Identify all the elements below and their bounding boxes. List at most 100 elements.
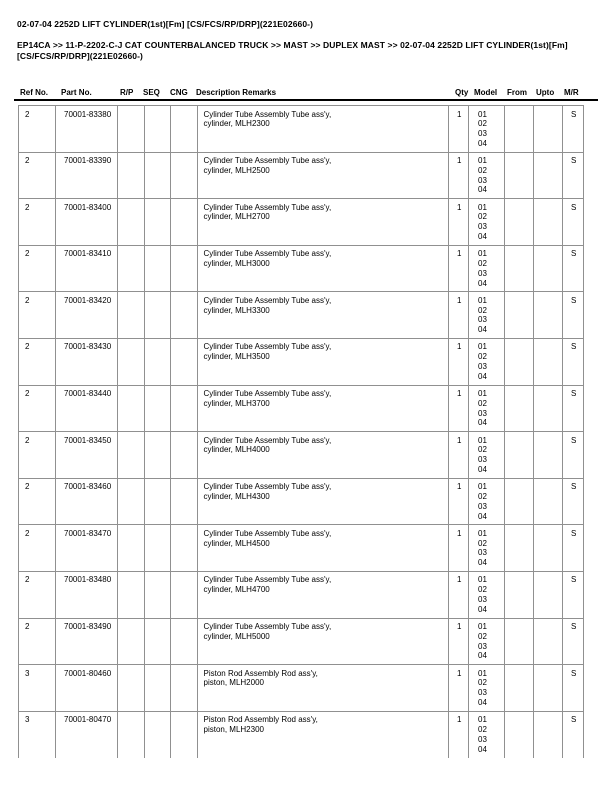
cell-ref-no: 3 bbox=[19, 665, 56, 712]
cell-upto bbox=[534, 199, 563, 246]
cell-ref-no: 3 bbox=[19, 711, 56, 759]
cell-mr: S bbox=[563, 338, 584, 386]
cell-cng bbox=[171, 106, 198, 153]
cell-upto bbox=[534, 711, 563, 759]
cell-model: 01 02 03 04 bbox=[469, 711, 505, 759]
cell-ref-no: 2 bbox=[19, 292, 56, 339]
cell-cng bbox=[171, 525, 198, 572]
cell-qty: 1 bbox=[449, 711, 469, 759]
cell-cng bbox=[171, 245, 198, 293]
cell-mr: S bbox=[563, 432, 584, 479]
cell-part-no: 70001-83440 bbox=[56, 385, 118, 433]
cell-cng bbox=[171, 152, 198, 200]
cell-qty: 1 bbox=[449, 385, 469, 433]
cell-cng bbox=[171, 338, 198, 386]
cell-cng bbox=[171, 385, 198, 433]
cell-seq bbox=[144, 385, 171, 433]
cell-mr: S bbox=[563, 711, 584, 759]
cell-ref-no: 2 bbox=[19, 106, 56, 153]
cell-ref-no: 2 bbox=[19, 245, 56, 293]
cell-qty: 1 bbox=[449, 478, 469, 526]
cell-part-no: 70001-83390 bbox=[56, 152, 118, 200]
cell-ref-no: 2 bbox=[19, 571, 56, 619]
cell-qty: 1 bbox=[449, 525, 469, 572]
cell-part-no: 70001-83430 bbox=[56, 338, 118, 386]
cell-mr: S bbox=[563, 292, 584, 339]
cell-rp bbox=[118, 525, 145, 572]
cell-part-no: 70001-83450 bbox=[56, 432, 118, 479]
cell-qty: 1 bbox=[449, 618, 469, 666]
cell-description-remarks: Cylinder Tube Assembly Tube ass'y, cylin… bbox=[197, 432, 449, 479]
cell-rp bbox=[118, 106, 145, 153]
cell-seq bbox=[145, 711, 171, 759]
header-rule bbox=[14, 99, 598, 101]
cell-ref-no: 2 bbox=[19, 618, 56, 666]
cell-cng bbox=[171, 711, 198, 759]
cell-model: 01 02 03 04 bbox=[469, 199, 505, 246]
cell-rp bbox=[118, 245, 145, 293]
cell-part-no: 70001-83480 bbox=[56, 571, 118, 619]
cell-part-no: 70001-80470 bbox=[56, 711, 118, 759]
cell-qty: 1 bbox=[449, 106, 469, 153]
cell-mr: S bbox=[563, 152, 584, 200]
breadcrumb-line-2: [CS/FCS/RP/DRP](221E02660-) bbox=[17, 50, 143, 61]
cell-upto bbox=[534, 338, 563, 386]
cell-part-no: 70001-83420 bbox=[56, 292, 118, 339]
cell-from bbox=[505, 385, 534, 433]
cell-qty: 1 bbox=[449, 338, 469, 386]
cell-model: 01 02 03 04 bbox=[469, 478, 505, 526]
cell-description-remarks: Cylinder Tube Assembly Tube ass'y, cylin… bbox=[197, 525, 449, 572]
cell-mr: S bbox=[563, 478, 584, 526]
column-header-ref-no: Ref No. bbox=[20, 88, 48, 97]
cell-upto bbox=[534, 525, 563, 572]
cell-model: 01 02 03 04 bbox=[469, 106, 505, 153]
cell-model: 01 02 03 04 bbox=[469, 338, 505, 386]
cell-rp bbox=[118, 152, 145, 200]
cell-seq bbox=[144, 292, 171, 339]
cell-model: 01 02 03 04 bbox=[469, 571, 505, 619]
cell-seq bbox=[144, 478, 171, 526]
cell-seq bbox=[144, 525, 171, 572]
cell-description-remarks: Piston Rod Assembly Rod ass'y, piston, M… bbox=[197, 665, 449, 712]
cell-seq bbox=[144, 571, 171, 619]
cell-description-remarks: Cylinder Tube Assembly Tube ass'y, cylin… bbox=[197, 106, 449, 153]
cell-model: 01 02 03 04 bbox=[469, 618, 505, 666]
cell-rp bbox=[118, 385, 145, 433]
cell-rp bbox=[118, 618, 145, 666]
cell-description-remarks: Cylinder Tube Assembly Tube ass'y, cylin… bbox=[197, 152, 449, 200]
cell-cng bbox=[171, 571, 198, 619]
cell-cng bbox=[171, 618, 198, 666]
cell-seq bbox=[144, 432, 171, 479]
cell-part-no: 70001-83470 bbox=[56, 525, 118, 572]
cell-mr: S bbox=[563, 665, 584, 712]
cell-rp bbox=[118, 432, 145, 479]
cell-from bbox=[505, 665, 534, 712]
cell-rp bbox=[118, 665, 145, 712]
cell-upto bbox=[534, 618, 563, 666]
cell-description-remarks: Cylinder Tube Assembly Tube ass'y, cylin… bbox=[197, 618, 449, 666]
cell-model: 01 02 03 04 bbox=[469, 665, 505, 712]
cell-mr: S bbox=[563, 525, 584, 572]
cell-description-remarks: Cylinder Tube Assembly Tube ass'y, cylin… bbox=[197, 478, 449, 526]
cell-cng bbox=[171, 478, 198, 526]
cell-mr: S bbox=[563, 199, 584, 246]
column-header-cng: CNG bbox=[170, 88, 188, 97]
cell-from bbox=[505, 292, 534, 339]
cell-from bbox=[505, 571, 534, 619]
cell-upto bbox=[534, 385, 563, 433]
cell-upto bbox=[534, 478, 563, 526]
cell-upto bbox=[534, 292, 563, 339]
cell-rp bbox=[118, 338, 145, 386]
cell-upto bbox=[534, 106, 563, 153]
cell-from bbox=[505, 711, 534, 759]
cell-seq bbox=[144, 106, 171, 153]
column-header-seq: SEQ bbox=[143, 88, 160, 97]
cell-part-no: 70001-83400 bbox=[56, 199, 118, 246]
cell-from bbox=[505, 152, 534, 200]
breadcrumb-line-1: EP14CA >> 11-P-2202-C-J CAT COUNTERBALAN… bbox=[17, 40, 568, 50]
cell-mr: S bbox=[563, 571, 584, 619]
cell-from bbox=[505, 618, 534, 666]
cell-model: 01 02 03 04 bbox=[469, 432, 505, 479]
cell-description-remarks: Cylinder Tube Assembly Tube ass'y, cylin… bbox=[197, 292, 449, 339]
cell-upto bbox=[534, 571, 563, 619]
